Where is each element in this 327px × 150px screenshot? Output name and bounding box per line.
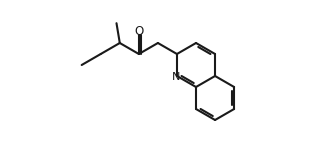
Text: O: O [134, 25, 144, 38]
Text: N: N [172, 72, 180, 82]
